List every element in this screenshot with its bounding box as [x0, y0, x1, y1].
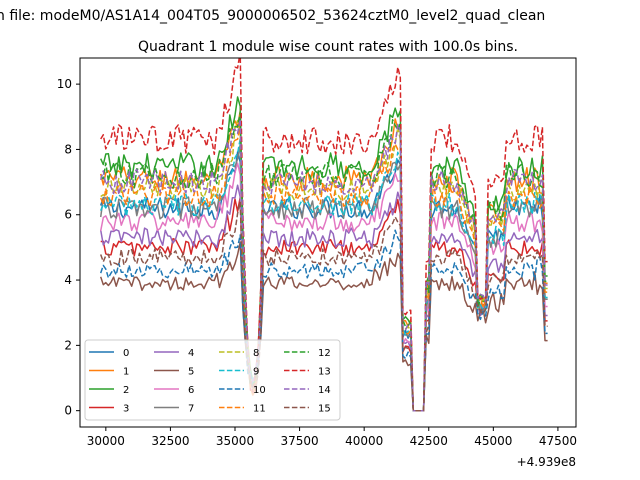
series-line-13 — [100, 58, 548, 412]
legend-label-6: 6 — [188, 385, 194, 396]
y-tick-label: 4 — [64, 273, 72, 287]
series-line-12 — [100, 111, 548, 412]
legend-label-15: 15 — [318, 404, 331, 415]
x-tick-label: 37500 — [280, 434, 318, 448]
x-tick-label: 32500 — [151, 434, 189, 448]
legend-label-7: 7 — [188, 404, 194, 415]
series-line-11 — [99, 124, 548, 412]
series-line-15 — [99, 201, 548, 412]
series-line-6 — [99, 162, 548, 412]
legend-label-0: 0 — [123, 348, 129, 359]
x-tick-label: 47500 — [539, 434, 577, 448]
chart-title: Quadrant 1 module wise count rates with … — [138, 39, 518, 55]
series-line-5 — [99, 241, 548, 412]
x-tick-label: 45000 — [474, 434, 512, 448]
series-line-9 — [100, 138, 548, 412]
y-tick-label: 10 — [57, 77, 72, 91]
x-tick-label: 35000 — [216, 434, 254, 448]
series-line-2 — [100, 96, 548, 412]
legend-label-10: 10 — [253, 385, 266, 396]
legend-label-13: 13 — [318, 367, 331, 378]
y-tick-label: 2 — [64, 338, 72, 352]
legend-label-8: 8 — [253, 348, 259, 359]
x-axis: 30000 32500 35000 37500 40000 42500 45000 47500 — [87, 427, 577, 448]
x-offset-label: +4.939e8 — [517, 455, 576, 469]
y-axis: 0 2 4 6 8 10 — [57, 77, 80, 418]
legend-frame — [84, 339, 341, 421]
x-tick-label: 40000 — [345, 434, 383, 448]
x-tick-label: 30000 — [87, 434, 125, 448]
legend-label-3: 3 — [123, 404, 129, 415]
legend-label-12: 12 — [318, 348, 331, 359]
suptitle: n file: modeM0/AS1A14_004T05_9000006502_… — [0, 8, 545, 24]
plot-frame — [79, 57, 577, 428]
legend-label-4: 4 — [188, 348, 194, 359]
series-line-8 — [100, 119, 548, 412]
legend-label-1: 1 — [123, 367, 129, 378]
y-tick-label: 0 — [64, 404, 72, 418]
x-tick-label: 42500 — [410, 434, 448, 448]
legend-label-11: 11 — [253, 404, 266, 415]
legend-label-14: 14 — [318, 385, 331, 396]
legend-label-2: 2 — [123, 385, 129, 396]
series-layer — [99, 58, 548, 412]
series-line-4 — [99, 184, 548, 412]
legend-label-5: 5 — [188, 367, 194, 378]
legend-label-9: 9 — [253, 367, 259, 378]
series-line-14 — [99, 118, 548, 412]
y-tick-label: 6 — [64, 208, 72, 222]
y-tick-label: 8 — [64, 142, 72, 156]
